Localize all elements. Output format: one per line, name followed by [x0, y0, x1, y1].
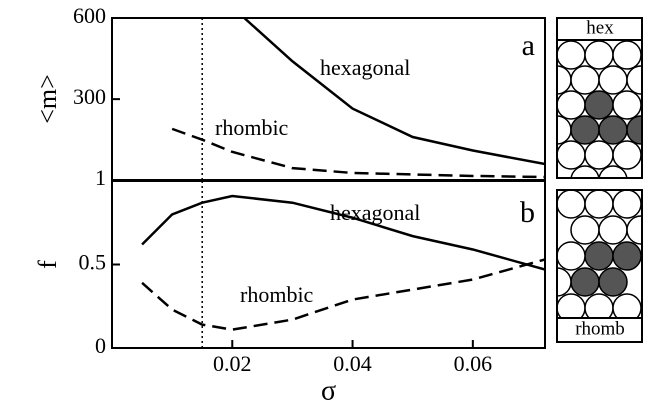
- series-label: hexagonal: [330, 200, 420, 225]
- inset-frame: [556, 189, 643, 343]
- panel-label: b: [520, 196, 535, 229]
- inset-label: rhomb: [575, 318, 625, 339]
- y-tick-label: 1: [95, 165, 106, 190]
- y-tick-label: 600: [73, 3, 106, 28]
- plot-area: [141, 194, 545, 331]
- series-label: rhombic: [215, 115, 289, 140]
- series-line: [141, 258, 545, 331]
- plot-area: [171, 18, 545, 179]
- panel-label: a: [522, 29, 535, 62]
- y-tick-label: 0: [95, 333, 106, 358]
- series-line: [243, 18, 545, 166]
- series-line: [141, 194, 545, 271]
- series-line: [171, 127, 545, 179]
- inset-frame: [556, 17, 643, 179]
- series-label: hexagonal: [320, 55, 410, 80]
- inset-label: hex: [586, 17, 614, 38]
- y-tick-label: 0.5: [79, 250, 107, 275]
- x-tick-label: 0.04: [333, 351, 372, 376]
- x-axis-label: σ: [321, 375, 336, 406]
- y-axis-label: f: [33, 260, 62, 269]
- x-tick-label: 0.02: [213, 351, 252, 376]
- hex-packing: [557, 40, 642, 178]
- y-tick-label: 300: [73, 84, 106, 109]
- rhomb-packing: [557, 190, 642, 318]
- series-label: rhombic: [240, 282, 314, 307]
- x-tick-label: 0.06: [454, 351, 493, 376]
- y-axis-label: <m>: [33, 74, 62, 124]
